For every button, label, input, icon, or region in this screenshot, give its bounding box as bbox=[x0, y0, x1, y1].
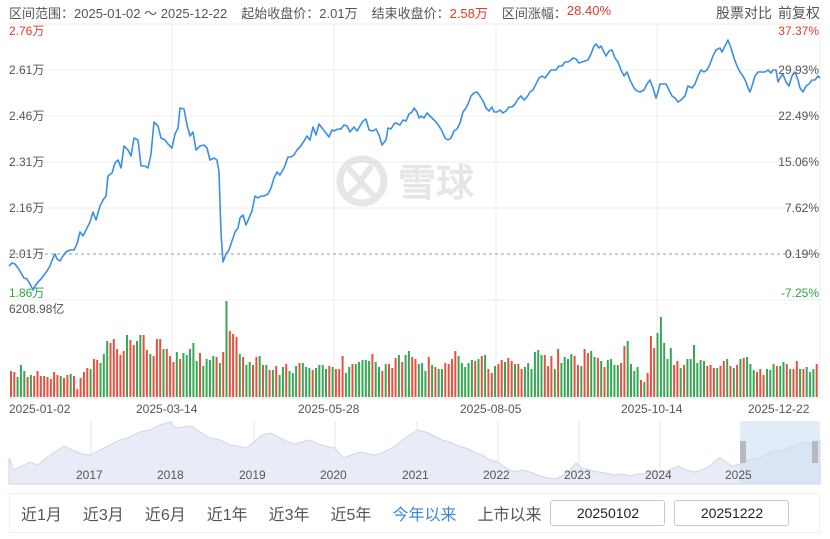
range-ytd-button[interactable]: 今年以来 bbox=[392, 507, 457, 524]
y-right-label: 7.62% bbox=[784, 201, 819, 215]
minimap-year: 2021 bbox=[402, 468, 429, 482]
svg-text:雪球: 雪球 bbox=[398, 161, 475, 205]
y-left-label: 2.16万 bbox=[9, 201, 45, 215]
stock-compare-button[interactable]: 股票对比 bbox=[716, 5, 772, 21]
volume-max-label: 6208.98亿 bbox=[9, 302, 65, 316]
y-right-label-min: -7.25% bbox=[780, 286, 819, 300]
minimap-right-handle[interactable] bbox=[812, 441, 818, 463]
volume-bars bbox=[10, 301, 818, 397]
y-right-label: 0.19% bbox=[784, 247, 819, 261]
minimap-year: 2025 bbox=[725, 468, 752, 482]
start-date-input[interactable] bbox=[550, 500, 666, 526]
y-left-label: 2.46万 bbox=[9, 109, 45, 123]
range-5y-button[interactable]: 近5年 bbox=[330, 507, 372, 524]
y-left-label-max: 2.76万 bbox=[9, 24, 45, 38]
grid-lines bbox=[9, 23, 821, 399]
x-axis-label: 2025-01-02 bbox=[9, 402, 71, 416]
x-axis-label: 2025-08-05 bbox=[460, 402, 522, 416]
minimap-area bbox=[8, 421, 821, 485]
end-close-value: 2.58万 bbox=[449, 6, 488, 21]
xueqiu-watermark: 雪球 bbox=[336, 155, 475, 207]
start-close-label: 起始收盘价： bbox=[241, 6, 320, 21]
range-1y-button[interactable]: 近1年 bbox=[206, 507, 248, 524]
y-right-label: 15.06% bbox=[778, 155, 819, 169]
y-left-label-min: 1.86万 bbox=[9, 286, 45, 300]
minimap-year: 2019 bbox=[239, 468, 266, 482]
end-close-label: 结束收盘价： bbox=[371, 6, 450, 21]
minimap-year: 2018 bbox=[157, 468, 184, 482]
x-axis-label: 2025-12-22 bbox=[748, 402, 810, 416]
minimap-navigator[interactable] bbox=[8, 421, 821, 485]
top-right-controls: 股票对比 前复权 bbox=[716, 3, 820, 23]
minimap-year: 2024 bbox=[645, 468, 672, 482]
range-6m-button[interactable]: 近6月 bbox=[144, 507, 186, 524]
y-left-label: 2.01万 bbox=[9, 247, 45, 261]
y-right-label: 29.93% bbox=[778, 63, 819, 77]
change-value: 28.40% bbox=[566, 3, 612, 18]
y-right-label: 22.49% bbox=[778, 109, 819, 123]
minimap-left-handle[interactable] bbox=[740, 441, 746, 463]
change-label: 区间涨幅： bbox=[501, 6, 567, 21]
y-left-label: 2.31万 bbox=[9, 155, 45, 169]
range-value: 2025-01-02 ～ 2025-12-22 bbox=[74, 6, 228, 21]
start-close-value: 2.01万 bbox=[319, 6, 358, 21]
x-axis-label: 2025-10-14 bbox=[621, 402, 683, 416]
y-left-label: 2.61万 bbox=[9, 63, 45, 77]
minimap-year: 2017 bbox=[76, 468, 103, 482]
x-axis-label: 2025-03-14 bbox=[136, 402, 198, 416]
forward-adjust-button[interactable]: 前复权 bbox=[778, 5, 820, 21]
y-right-label-max: 37.37% bbox=[778, 24, 819, 38]
range-since-listing-button[interactable]: 上市以来 bbox=[477, 507, 542, 524]
range-3m-button[interactable]: 近3月 bbox=[82, 507, 124, 524]
minimap-year: 2023 bbox=[564, 468, 591, 482]
range-3y-button[interactable]: 近3年 bbox=[268, 507, 310, 524]
minimap-selection[interactable] bbox=[740, 421, 820, 484]
range-1m-button[interactable]: 近1月 bbox=[21, 507, 62, 524]
end-date-input[interactable] bbox=[674, 500, 790, 526]
range-label: 区间范围： bbox=[9, 6, 75, 21]
range-summary: 区间范围： 2025-01-02 ～ 2025-12-22 起始收盘价： 2.0… bbox=[9, 3, 611, 21]
price-line bbox=[8, 39, 821, 291]
x-axis-label: 2025-05-28 bbox=[298, 402, 360, 416]
minimap-year: 2022 bbox=[483, 468, 510, 482]
minimap-year: 2020 bbox=[320, 468, 347, 482]
range-selector-bar: 近1月 近3月 近6月 近1年 近3年 近5年 今年以来 上市以来 bbox=[9, 493, 820, 533]
